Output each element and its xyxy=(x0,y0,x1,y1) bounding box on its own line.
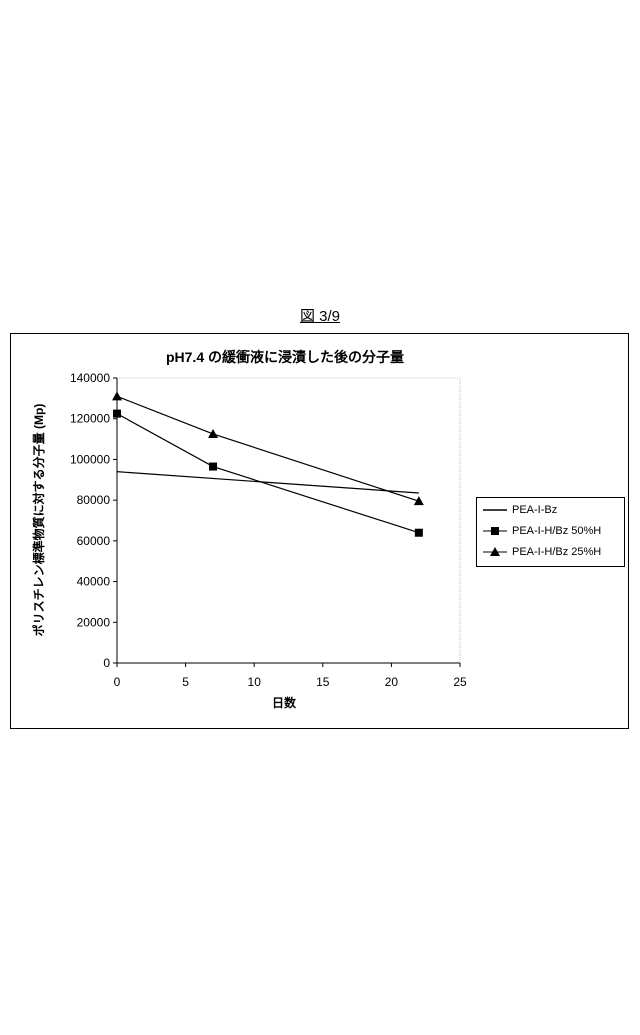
legend-item-pea-i-h-bz-25: PEA-I-H/Bz 25%H xyxy=(481,544,601,560)
chart-title: pH7.4 の緩衝液に浸漬した後の分子量 xyxy=(166,349,404,365)
plot-area xyxy=(117,378,460,663)
y-tick-label: 100000 xyxy=(70,452,110,466)
y-tick-label: 140000 xyxy=(70,371,110,385)
legend-label: PEA-I-H/Bz 25%H xyxy=(512,546,601,558)
data-point-square xyxy=(113,410,121,418)
data-point-square xyxy=(209,463,217,471)
x-tick-label: 0 xyxy=(114,675,121,689)
x-tick-label: 25 xyxy=(453,675,467,689)
legend-label: PEA-I-Bz xyxy=(512,504,557,516)
x-tick-label: 15 xyxy=(316,675,330,689)
x-tick-label: 20 xyxy=(385,675,399,689)
x-tick-label: 5 xyxy=(182,675,189,689)
legend-line-icon xyxy=(481,504,509,516)
data-point-triangle xyxy=(112,391,122,400)
legend-item-pea-i-bz: PEA-I-Bz xyxy=(481,502,557,518)
y-tick-label: 80000 xyxy=(77,493,111,507)
series-line-2 xyxy=(117,396,419,501)
y-tick-label: 60000 xyxy=(77,534,111,548)
legend-label: PEA-I-H/Bz 50%H xyxy=(512,525,601,537)
data-point-triangle xyxy=(208,429,218,438)
chart-legend: PEA-I-Bz PEA-I-H/Bz 50%H PEA-I-H/Bz 25%H xyxy=(476,497,625,567)
y-tick-label: 120000 xyxy=(70,412,110,426)
legend-square-icon xyxy=(481,525,509,537)
data-point-triangle xyxy=(414,496,424,505)
data-point-square xyxy=(415,529,423,537)
x-tick-label: 10 xyxy=(248,675,262,689)
x-axis-label: 日数 xyxy=(272,695,297,710)
legend-item-pea-i-h-bz-50: PEA-I-H/Bz 50%H xyxy=(481,523,601,539)
y-axis-label: ポリスチレン標準物質に対する分子量 (Mp) xyxy=(31,404,46,637)
y-tick-label: 20000 xyxy=(77,615,111,629)
y-tick-label: 0 xyxy=(103,656,110,670)
legend-triangle-icon xyxy=(481,546,509,558)
series-line-1 xyxy=(117,414,419,533)
y-tick-label: 40000 xyxy=(77,575,111,589)
series-line-0 xyxy=(117,472,419,493)
